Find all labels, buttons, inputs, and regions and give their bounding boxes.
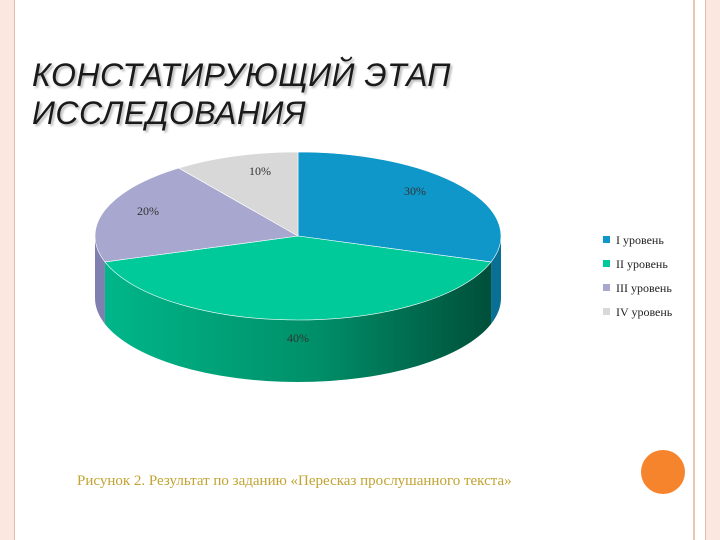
slide-title-line-1: КОНСТАТИРУЮЩИЙ ЭТАП [32,57,451,93]
data-label-2: 40% [287,331,309,345]
legend-label-3: III уровень [616,281,672,295]
pie-slice-3 [94,167,299,263]
legend-swatch-2 [603,260,610,267]
slide-border-accent [693,0,695,540]
pie-side-3 [95,236,105,324]
legend-label-4: IV уровень [616,305,673,319]
legend-swatch-3 [603,284,610,291]
pie-slice-4 [177,151,299,237]
legend-swatch-1 [603,236,610,243]
pie-slice-2 [104,235,492,321]
slide-title: КОНСТАТИРУЮЩИЙ ЭТАП ИССЛЕДОВАНИЯ [32,56,632,132]
data-label-3: 20% [137,204,159,218]
pie-slice-1 [297,151,502,263]
legend-swatch-4 [603,308,610,315]
chart-legend: I уровень II уровень III уровень IV уровень [603,233,673,319]
legend-label-2: II уровень [616,257,668,271]
figure-caption: Рисунок 2. Результат по заданию «Переска… [77,473,512,489]
data-label-4: 10% [249,164,271,178]
legend-label-1: I уровень [616,233,664,247]
pie-side-2 [104,261,492,383]
pie-data-labels: 30% 40% 20% 10% [137,164,426,345]
slide-title-line-2: ИССЛЕДОВАНИЯ [32,95,307,131]
decorative-circle [641,450,685,494]
pie-slices [94,151,502,321]
data-label-1: 30% [404,184,426,198]
pie-side-1 [491,236,501,324]
pie-side-walls [95,236,501,383]
